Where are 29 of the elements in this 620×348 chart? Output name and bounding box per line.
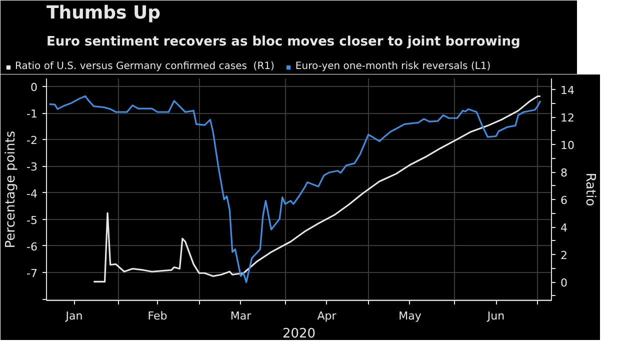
y2-tick-label: 6 <box>560 194 568 208</box>
x-tick-label: Feb <box>148 310 168 322</box>
legend-label: Euro-yen one-month risk reversals (L1) <box>295 61 491 72</box>
y2-tick-label: 0 <box>560 276 568 290</box>
y2-tick-label: 14 <box>560 84 574 98</box>
x-tick-label: Jan <box>64 310 83 322</box>
y-tick-label: -5 <box>26 214 38 227</box>
y-tick-label: -7 <box>26 267 38 280</box>
y-axis-title: Percentage points <box>4 130 19 248</box>
x-tick-label: May <box>398 310 422 322</box>
y2-tick-label: 10 <box>560 139 574 152</box>
y2-tick-label: 8 <box>560 166 568 180</box>
chart-title: Thumbs Up <box>46 2 161 24</box>
y2-axis-title: Ratio <box>582 172 598 206</box>
y-tick-label: -4 <box>26 187 38 200</box>
x-axis-title: 2020 <box>282 326 316 342</box>
legend-label: Ratio of U.S. versus Germany confirmed cases (R1) <box>15 61 274 72</box>
x-tick-label: Mar <box>230 310 252 322</box>
x-tick-label: Apr <box>317 310 337 322</box>
chart-subtitle: Euro sentiment recovers as bloc moves closer to joint borrowing <box>46 34 520 50</box>
y-tick-label: -1 <box>26 108 38 121</box>
y-tick-label: -6 <box>26 240 38 254</box>
y2-tick-label: 4 <box>560 222 568 235</box>
y-tick-label: -3 <box>26 160 38 174</box>
y2-tick-label: 2 <box>560 249 568 262</box>
y2-tick-label: 12 <box>560 112 574 125</box>
y-tick-label: -2 <box>26 134 38 148</box>
y-tick-label: 0 <box>30 80 38 94</box>
x-tick-label: Jun <box>486 310 505 322</box>
